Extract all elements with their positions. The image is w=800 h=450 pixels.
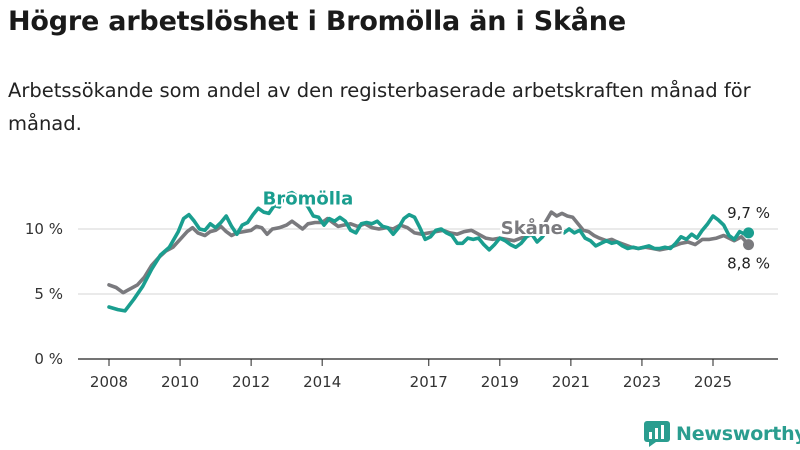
gridlines [78,228,778,360]
x-tick-label: 2010 [161,373,199,391]
series-line-skane [107,210,751,295]
series-label-skane: Skåne [501,217,563,239]
brand-name: Newsworthy [676,423,800,445]
y-tick-label: 10 % [25,220,63,238]
end-value-label-skane: 8,8 % [727,255,770,273]
x-tick-label: 2012 [232,373,270,391]
series-lines [107,190,755,313]
series-label-bromolla: Bromölla [263,188,354,209]
chart-title: Högre arbetslöshet i Bromölla än i Skåne [8,6,626,37]
series-line-bromolla [107,190,751,313]
x-tick-label: 2008 [90,373,128,391]
x-tick-label: 2021 [552,373,590,391]
axes: 0 % 5 % 10 % 2008 2010 2012 2014 2017 2019 2021 20… [25,220,732,391]
x-tick-label: 2019 [481,373,519,391]
x-tick-label: 2025 [694,373,732,391]
x-tick-label: 2017 [410,373,448,391]
series-labels: Bromölla Skåne 9,7 % 8,8 % [261,186,770,273]
newsworthy-logo: Newsworthy [644,419,800,449]
x-tick-label: 2014 [303,373,341,391]
chart-subtitle: Arbetssökande som andel av den registerb… [8,79,751,135]
end-value-label-bromolla: 9,7 % [727,204,770,222]
endpoint-marker-skane [743,239,755,251]
endpoint-marker-bromolla [743,227,755,239]
y-tick-label: 0 % [34,350,63,368]
newsworthy-logo-icon [644,421,670,447]
y-tick-label: 5 % [34,285,63,303]
x-tick-label: 2023 [623,373,661,391]
